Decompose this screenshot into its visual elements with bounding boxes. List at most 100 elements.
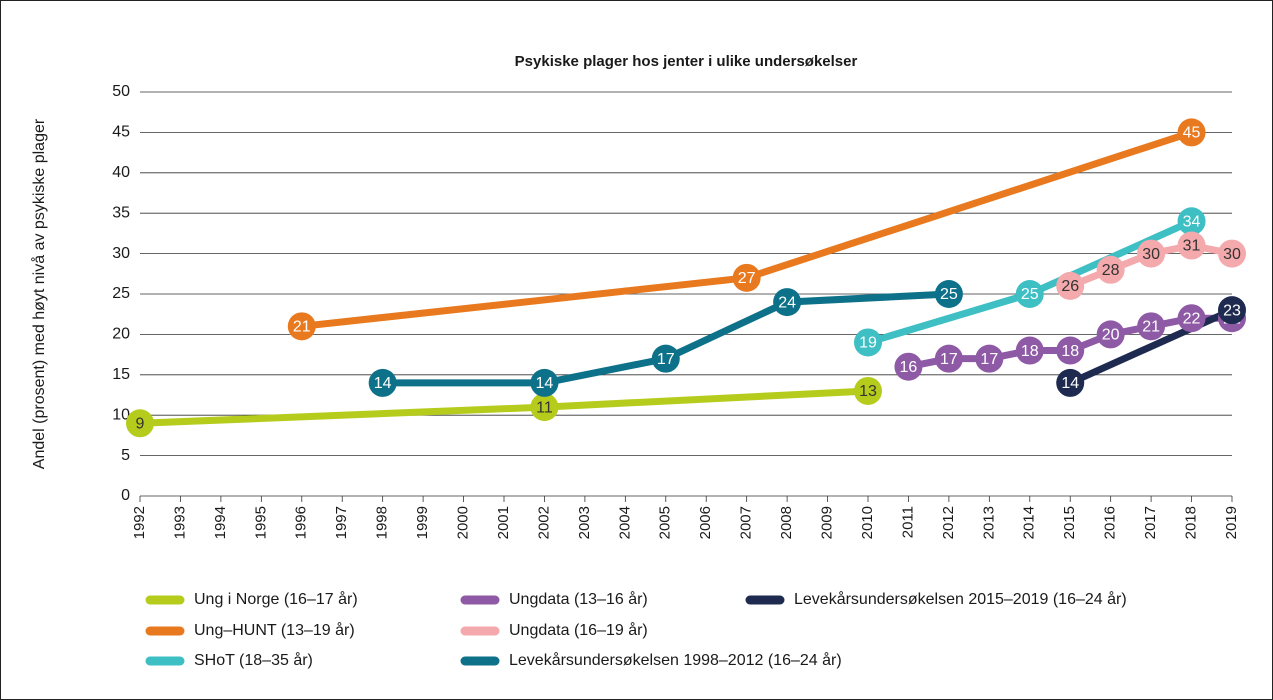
data-point — [975, 344, 1004, 373]
x-tick-label: 2007 — [738, 506, 755, 539]
data-point — [1015, 336, 1044, 365]
data-label: 18 — [1021, 343, 1039, 360]
x-tick-label: 2005 — [657, 506, 674, 539]
legend-label: Levekårsundersøkelsen 2015–2019 (16–24 å… — [794, 590, 1127, 608]
data-point — [530, 393, 559, 422]
data-label: 9 — [136, 415, 145, 432]
data-label: 18 — [1061, 343, 1079, 360]
x-tick-label: 1996 — [293, 506, 310, 539]
legend-label: Levekårsundersøkelsen 1998–2012 (16–24 å… — [509, 651, 842, 669]
data-point — [894, 352, 923, 381]
data-point — [1096, 255, 1125, 284]
data-point — [1218, 296, 1246, 325]
x-tick-label: 1992 — [131, 506, 148, 539]
x-tick-label: 1995 — [252, 506, 269, 539]
data-point — [287, 312, 316, 341]
x-tick-label: 1999 — [414, 506, 431, 539]
data-label: 14 — [536, 375, 554, 392]
x-tick-label: 2001 — [495, 506, 512, 539]
y-tick-label: 50 — [112, 83, 130, 100]
x-tick-label: 1994 — [212, 506, 229, 539]
data-label: 25 — [1021, 286, 1039, 303]
x-tick-label: 2013 — [980, 506, 997, 539]
data-label: 20 — [1102, 327, 1120, 344]
data-point — [934, 280, 963, 308]
series-line — [1068, 306, 1234, 387]
data-point — [732, 263, 761, 292]
legend-label: SHoT (18–35 år) — [194, 651, 313, 669]
y-axis-label: Andel (prosent) med høyt nivå av psykisk… — [30, 118, 48, 469]
x-tick-label: 2011 — [899, 506, 916, 538]
data-label: 17 — [657, 351, 675, 368]
data-label: 19 — [859, 335, 877, 352]
x-tick-label: 1997 — [333, 506, 350, 539]
y-tick-label: 40 — [112, 164, 130, 181]
data-label: 23 — [1223, 302, 1241, 319]
data-label: 45 — [1183, 125, 1201, 142]
x-tick-label: 2014 — [1021, 506, 1038, 539]
data-point — [530, 368, 559, 397]
y-tick-label: 10 — [112, 406, 130, 423]
x-tick-label: 2017 — [1142, 506, 1159, 539]
data-label: 24 — [778, 294, 796, 311]
x-tick-label: 2000 — [455, 506, 472, 539]
data-label: 30 — [1223, 246, 1241, 263]
data-label: 11 — [536, 399, 553, 416]
data-point — [1177, 304, 1206, 333]
data-label: 25 — [940, 286, 958, 303]
data-point — [1056, 368, 1085, 397]
series-line — [139, 387, 869, 427]
data-label: 14 — [1061, 375, 1079, 392]
y-tick-label: 0 — [121, 487, 130, 504]
data-label: 31 — [1183, 238, 1201, 255]
y-tick-label: 35 — [112, 204, 130, 221]
y-tick-label: 30 — [112, 245, 130, 262]
data-point — [1177, 118, 1206, 147]
data-label: 17 — [940, 351, 958, 368]
data-label: 21 — [1142, 319, 1160, 336]
data-label: 26 — [1061, 278, 1079, 295]
data-point — [1177, 207, 1206, 236]
data-point — [773, 288, 802, 317]
data-point — [1137, 312, 1166, 341]
data-point — [126, 409, 154, 438]
x-tick-label: 1998 — [374, 506, 391, 539]
data-point — [934, 344, 963, 373]
x-tick-label: 2008 — [778, 506, 795, 539]
data-point — [1177, 231, 1206, 260]
x-tick-label: 1993 — [171, 506, 188, 539]
legend-label: Ung–HUNT (13–19 år) — [194, 621, 355, 639]
data-label: 22 — [1183, 310, 1201, 327]
data-point — [1137, 239, 1166, 268]
y-tick-label: 15 — [112, 366, 130, 383]
x-tick-label: 2003 — [576, 506, 593, 539]
x-tick-label: 2002 — [535, 506, 552, 539]
x-tick-label: 2006 — [697, 506, 714, 539]
legend-label: Ungdata (13–16 år) — [509, 590, 648, 608]
data-point — [1218, 239, 1246, 268]
x-tick-label: 2012 — [940, 506, 957, 539]
data-point — [1056, 271, 1085, 300]
data-label: 28 — [1102, 262, 1120, 279]
data-point — [854, 376, 882, 405]
data-point — [1056, 336, 1085, 365]
data-label: 14 — [374, 375, 392, 392]
x-tick-label: 2019 — [1223, 506, 1240, 539]
x-tick-label: 2015 — [1061, 506, 1078, 539]
series-line — [301, 129, 1193, 330]
x-tick-label: 2018 — [1183, 506, 1200, 539]
data-label: 30 — [1142, 246, 1160, 263]
y-tick-label: 5 — [121, 447, 130, 464]
y-tick-label: 20 — [112, 326, 130, 343]
data-label: 17 — [980, 351, 998, 368]
x-tick-label: 2009 — [819, 506, 836, 539]
x-tick-label: 2010 — [859, 506, 876, 539]
data-label: 27 — [738, 270, 756, 287]
x-tick-label: 2016 — [1102, 506, 1119, 539]
data-point — [1015, 280, 1044, 308]
y-tick-label: 25 — [112, 285, 130, 302]
data-point — [651, 344, 680, 373]
y-tick-label: 45 — [112, 124, 130, 141]
